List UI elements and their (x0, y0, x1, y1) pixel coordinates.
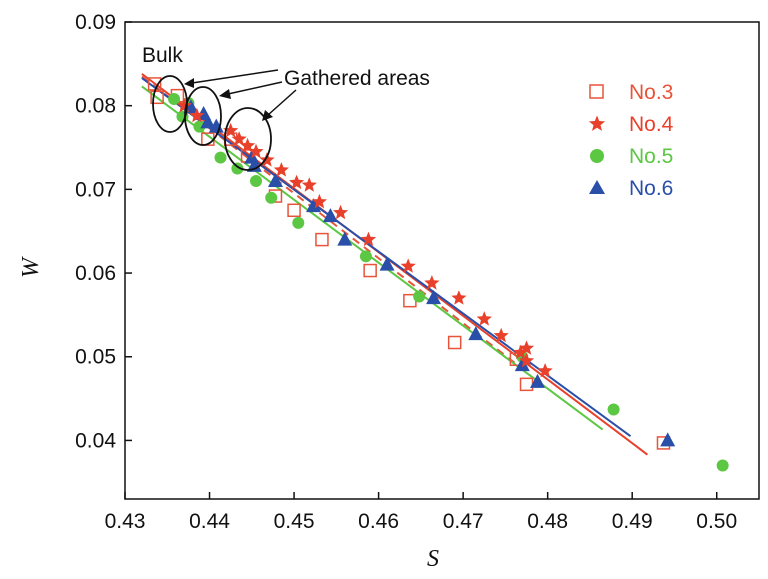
point-no6 (322, 208, 338, 223)
y-tick-label: 0.09 (75, 11, 116, 34)
bulk-label: Bulk (142, 44, 183, 67)
point-no5 (250, 175, 263, 187)
point-no6 (246, 157, 262, 172)
point-no4 (513, 344, 529, 359)
point-no5 (214, 151, 227, 164)
point-no6 (660, 432, 676, 447)
legend-marker-no5 (590, 149, 604, 163)
x-tick-label: 0.48 (527, 510, 568, 533)
point-no6 (426, 290, 442, 305)
y-tick-label: 0.08 (75, 95, 116, 118)
y-axis-ticks: 0.04 0.05 0.06 0.07 0.08 0.09 (75, 11, 132, 452)
bulk-arrowhead (184, 78, 194, 88)
point-no3 (315, 232, 329, 247)
point-no4 (493, 327, 509, 343)
point-no4 (518, 352, 535, 368)
gathered-arrowhead-1 (219, 89, 231, 99)
point-no6 (267, 173, 283, 187)
y-tick-label: 0.07 (75, 178, 116, 201)
point-no4 (231, 131, 247, 146)
point-no4 (451, 290, 467, 305)
y-tick-label: 0.06 (75, 262, 116, 285)
gathered-arrow-1 (227, 81, 283, 95)
point-no4 (273, 162, 289, 177)
point-no4 (189, 107, 205, 123)
x-tick-label: 0.49 (612, 510, 653, 533)
point-no4 (476, 311, 492, 326)
x-axis-ticks: 0.43 0.44 0.45 0.46 0.47 0.48 0.49 0.50 (105, 492, 737, 533)
point-no4 (289, 174, 305, 190)
point-no4 (360, 231, 377, 247)
x-tick-label: 0.47 (443, 510, 484, 533)
gathered-arrow-2 (267, 89, 297, 116)
point-no6 (337, 231, 353, 246)
legend-label-no3: No.3 (629, 81, 673, 104)
legend-label-no4: No.4 (629, 113, 674, 136)
gathered-area-ellipse-2 (224, 107, 272, 171)
point-no3 (363, 263, 377, 278)
x-axis-label: S (427, 546, 439, 572)
point-no4 (176, 97, 192, 113)
point-no6 (514, 357, 530, 372)
legend-marker-no6 (589, 180, 605, 194)
point-no4 (333, 204, 349, 220)
point-no3 (447, 335, 462, 350)
point-no5 (265, 191, 278, 204)
point-no6 (468, 326, 484, 341)
y-tick-label: 0.05 (75, 346, 116, 369)
point-no4 (248, 143, 264, 159)
point-no5 (716, 459, 729, 472)
point-no5 (607, 403, 620, 416)
point-no4 (259, 152, 275, 167)
point-no5 (359, 250, 372, 263)
point-no6 (306, 198, 322, 213)
plot-frame (124, 21, 760, 500)
gathered-area-ellipse-1 (184, 86, 222, 146)
legend-marker-no4 (588, 115, 606, 131)
point-no5 (292, 216, 305, 229)
point-no4 (311, 193, 327, 209)
legend-label-no5: No.5 (629, 145, 673, 168)
gathered-areas-label: Gathered areas (284, 67, 430, 90)
point-no4 (518, 340, 535, 355)
x-tick-label: 0.46 (358, 510, 399, 533)
point-no5 (193, 120, 206, 133)
data-points (147, 77, 729, 472)
point-no6 (530, 373, 546, 388)
legend-label-no6: No.6 (629, 177, 673, 200)
x-tick-label: 0.44 (189, 510, 230, 533)
point-no4 (240, 137, 256, 153)
legend: No.3 No.4 No.5 No.6 (588, 81, 674, 200)
x-tick-label: 0.43 (105, 510, 146, 533)
fit-line-no3 (141, 75, 532, 376)
point-no3 (150, 90, 164, 105)
y-tick-label: 0.04 (75, 429, 116, 452)
point-no3 (287, 203, 301, 218)
point-no4 (537, 363, 553, 378)
annotations: Bulk Gathered areas (142, 44, 430, 171)
point-no6 (200, 114, 216, 129)
point-no5 (168, 92, 181, 105)
point-no6 (379, 256, 395, 271)
point-no3 (519, 377, 534, 392)
y-axis-label: W (18, 256, 44, 278)
point-no4 (223, 122, 239, 138)
point-no5 (231, 162, 244, 175)
point-no4 (400, 258, 416, 273)
bulk-arrow (191, 69, 279, 84)
point-no4 (424, 275, 440, 290)
fit-line-no5 (141, 85, 604, 431)
x-tick-label: 0.50 (696, 510, 737, 533)
legend-marker-no3 (589, 84, 604, 99)
x-tick-label: 0.45 (274, 510, 315, 533)
point-no5 (413, 290, 426, 303)
point-no4 (301, 177, 317, 192)
gathered-arrowhead-2 (262, 110, 273, 121)
